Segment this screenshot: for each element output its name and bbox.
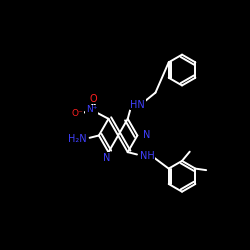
Text: N⁺: N⁺: [86, 105, 97, 114]
Text: H₂N: H₂N: [68, 134, 86, 144]
Text: N: N: [103, 152, 111, 162]
Text: N: N: [143, 130, 150, 140]
Text: NH: NH: [140, 151, 154, 161]
Text: HN: HN: [130, 100, 145, 110]
Text: O⁻: O⁻: [72, 109, 84, 118]
Text: O: O: [89, 94, 97, 104]
